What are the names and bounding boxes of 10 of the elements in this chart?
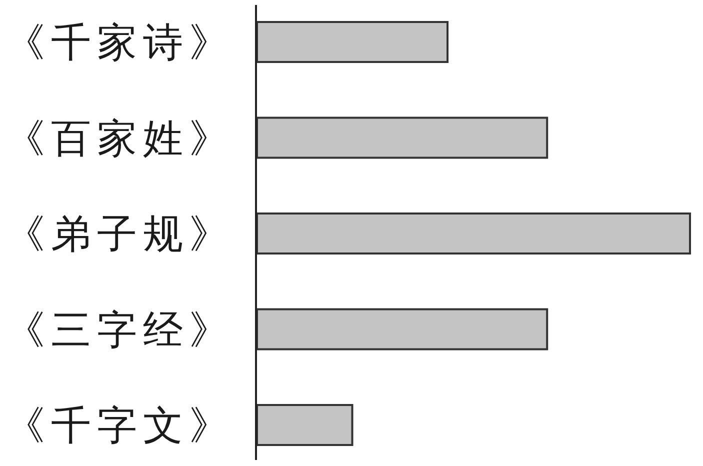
y-tick-label: 《三字经》 (5, 307, 235, 354)
y-tick-label: 《千家诗》 (5, 20, 235, 66)
bar (256, 21, 449, 63)
bar (256, 212, 691, 254)
bar (256, 308, 548, 350)
bar (256, 116, 548, 159)
y-tick-label: 《百家姓》 (5, 116, 235, 162)
y-tick-label: 《弟子规》 (5, 212, 235, 258)
y-tick-label: 《千字文》 (5, 403, 235, 449)
bar (256, 404, 354, 446)
